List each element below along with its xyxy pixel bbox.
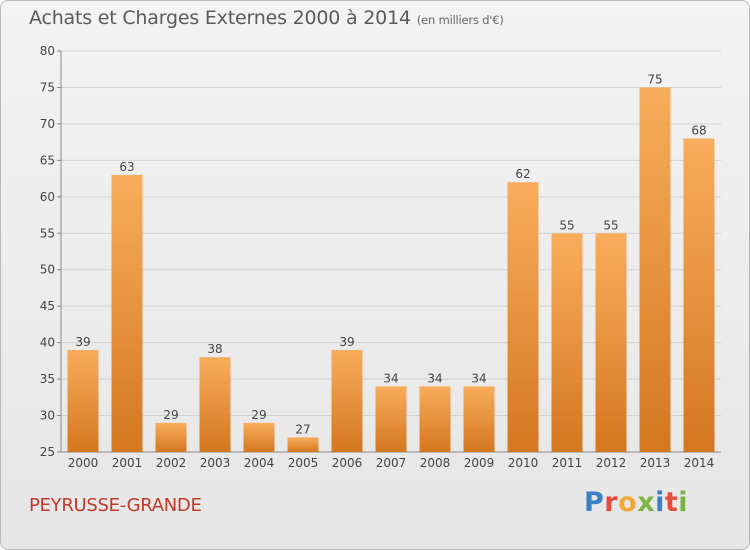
bar-2004 [243,422,275,452]
y-tick-label: 45 [40,299,55,313]
data-label: 68 [691,123,706,137]
y-tick-label: 75 [40,80,55,94]
y-tick-label: 60 [40,190,55,204]
data-label: 34 [427,371,442,385]
x-tick-label: 2007 [376,456,407,470]
data-label: 55 [559,218,574,232]
x-tick-label: 2014 [684,456,715,470]
data-label: 39 [339,335,354,349]
bar-2010 [507,182,539,452]
y-tick-label: 40 [40,336,55,350]
bar-2011 [551,233,583,452]
data-labels: 39 63 29 38 29 27 39 34 34 34 62 55 55 75 68 [75,72,706,436]
bar-2008 [419,386,451,452]
commune-name: PEYRUSSE-GRANDE [29,495,202,516]
x-tick-label: 2012 [596,456,627,470]
x-tick-label: 2001 [112,456,143,470]
x-tick-label: 2008 [420,456,451,470]
y-tick-label: 65 [40,153,55,167]
y-tick-label: 25 [40,445,55,459]
y-tick-label: 55 [40,226,55,240]
x-tick-label: 2000 [68,456,99,470]
chart-title: Achats et Charges Externes 2000 à 2014 (e… [29,7,504,29]
data-label: 34 [471,371,486,385]
data-label: 38 [207,342,222,356]
bar-2001 [111,174,143,453]
bar-2000 [67,349,99,452]
y-tick-label: 30 [40,409,55,423]
x-tick-label: 2003 [200,456,231,470]
bar-chart: 25 30 35 40 45 50 55 60 65 70 75 80 2000 2001 2002 2003… [40,44,721,470]
axes: 25 30 35 40 45 50 55 60 65 70 75 80 2000 2001 2002 2003… [40,44,721,470]
y-tick-label: 35 [40,372,55,386]
data-label: 55 [603,218,618,232]
data-label: 27 [295,422,310,436]
data-label: 34 [383,371,398,385]
data-label: 29 [163,408,178,422]
bars [67,87,715,453]
data-label: 75 [647,72,662,86]
x-tick-label: 2013 [640,456,671,470]
y-tick-label: 50 [40,263,55,277]
bar-2012 [595,233,627,452]
bar-2003 [199,357,231,452]
y-tick-label: 80 [40,44,55,58]
bar-2014 [683,138,715,452]
chart-subtitle: (en milliers d'€) [416,13,504,27]
data-label: 29 [251,408,266,422]
bar-2007 [375,386,407,452]
data-label: 63 [119,160,134,174]
x-tick-label: 2004 [244,456,275,470]
bar-2002 [155,422,187,452]
x-tick-label: 2011 [552,456,583,470]
x-tick-label: 2005 [288,456,319,470]
bar-2005 [287,437,319,452]
x-tick-label: 2006 [332,456,363,470]
proxiti-logo[interactable]: Proxiti [584,487,689,518]
x-tick-label: 2010 [508,456,539,470]
bar-2009 [463,386,495,452]
bar-2013 [639,87,671,453]
x-tick-label: 2009 [464,456,495,470]
chart-title-text: Achats et Charges Externes 2000 à 2014 [29,7,411,29]
data-label: 39 [75,335,90,349]
data-label: 62 [515,167,530,181]
x-tick-label: 2002 [156,456,187,470]
y-tick-label: 70 [40,117,55,131]
bar-2006 [331,349,363,452]
